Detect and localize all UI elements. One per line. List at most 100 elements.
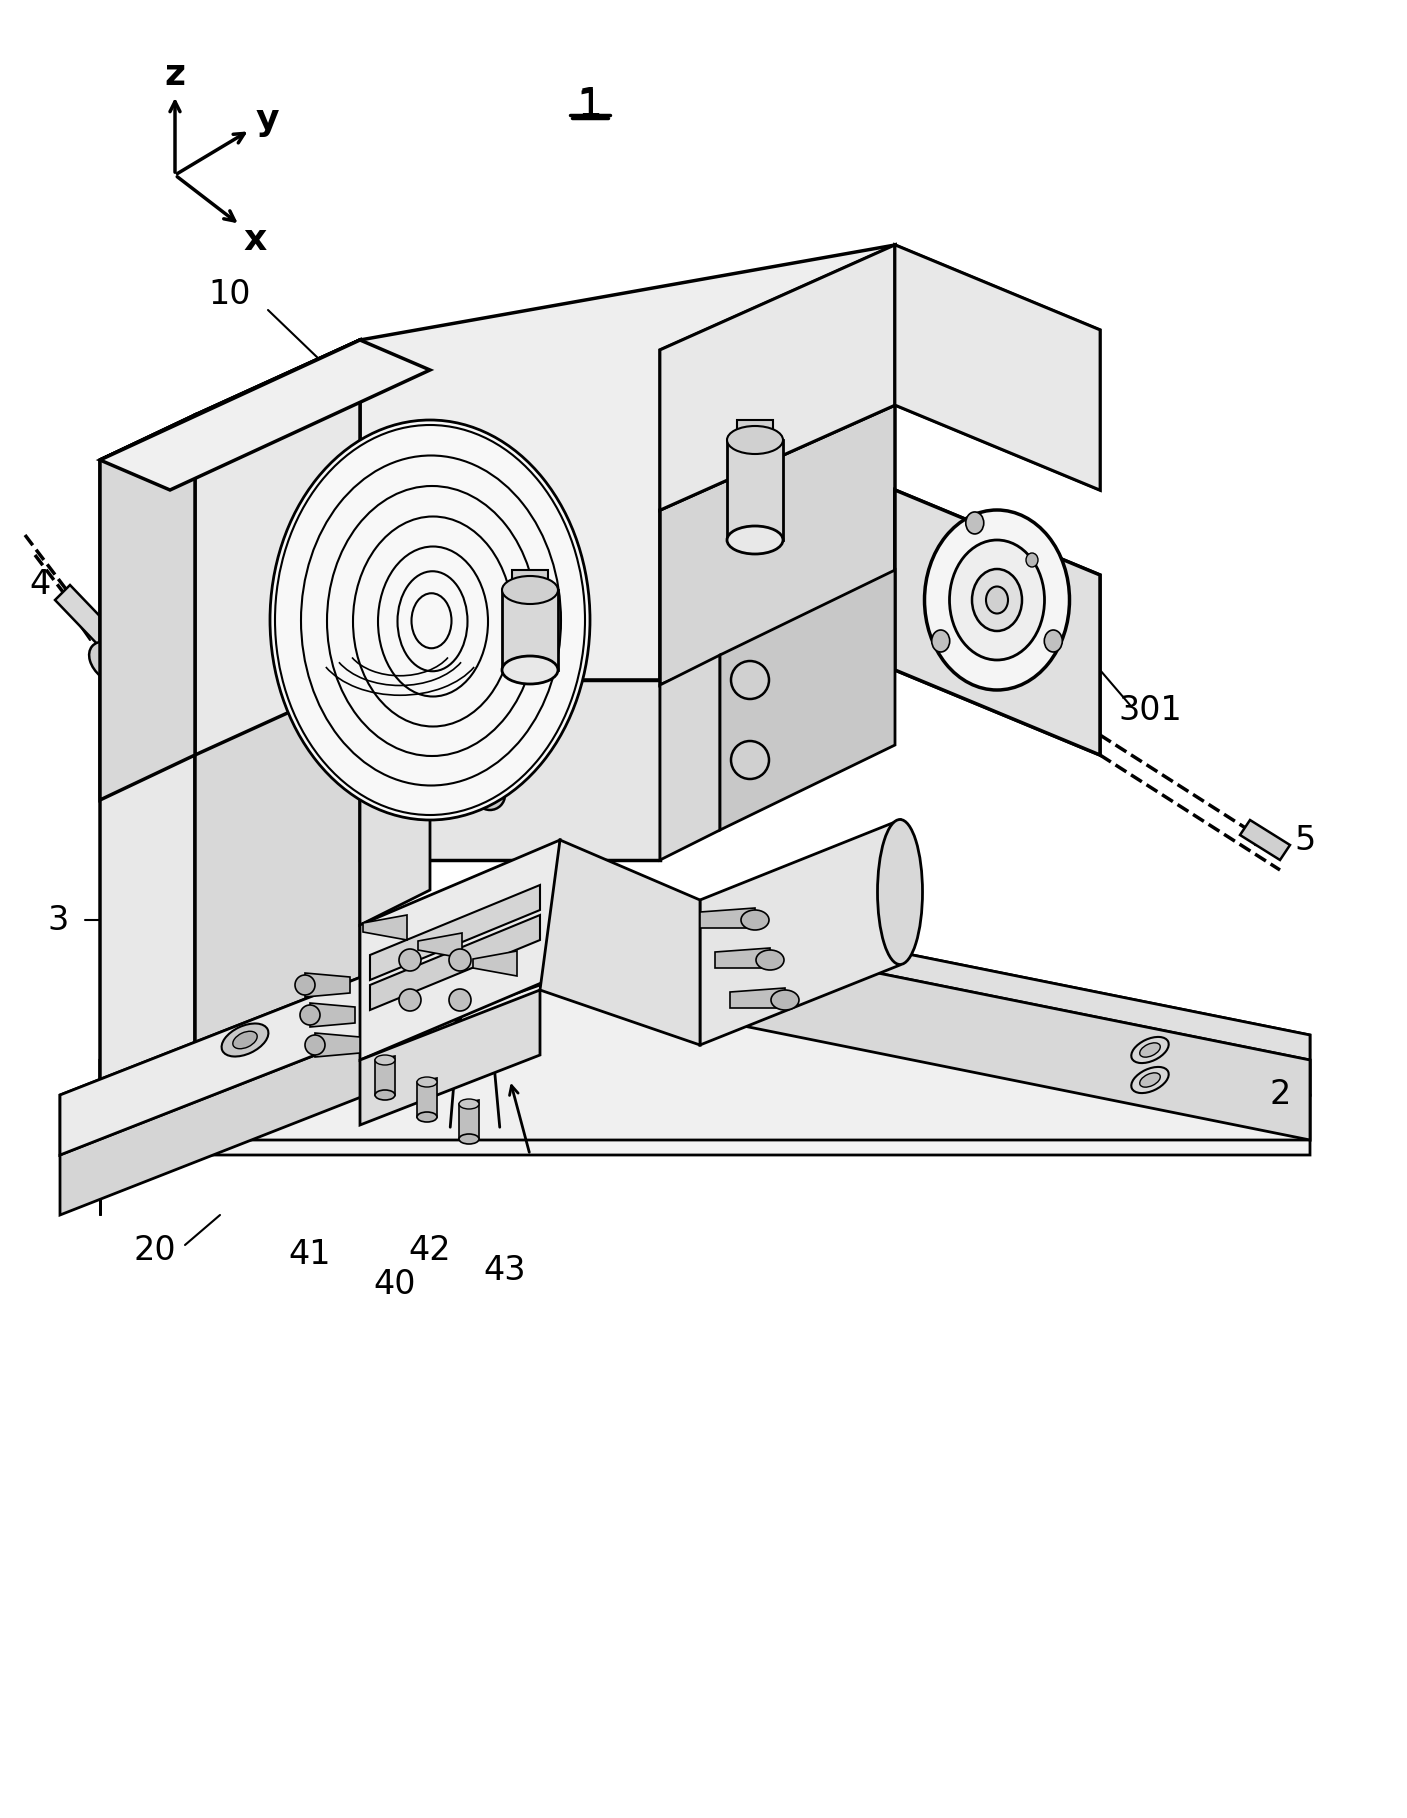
Ellipse shape: [756, 951, 784, 971]
Polygon shape: [100, 905, 1310, 1140]
Polygon shape: [459, 1100, 478, 1140]
Polygon shape: [360, 991, 540, 1125]
Polygon shape: [363, 914, 407, 940]
Polygon shape: [730, 987, 785, 1007]
Polygon shape: [196, 340, 360, 754]
Ellipse shape: [1026, 553, 1038, 567]
Polygon shape: [370, 914, 540, 1011]
Text: 5: 5: [1294, 824, 1316, 856]
Polygon shape: [100, 940, 540, 1154]
Ellipse shape: [771, 991, 799, 1011]
Text: 2: 2: [1269, 1078, 1290, 1111]
Polygon shape: [360, 840, 560, 1060]
Text: 3: 3: [48, 904, 69, 936]
Polygon shape: [540, 840, 701, 1045]
Ellipse shape: [449, 989, 471, 1011]
Text: 30: 30: [134, 1053, 176, 1087]
Ellipse shape: [162, 1096, 198, 1124]
Ellipse shape: [376, 1054, 395, 1065]
Ellipse shape: [221, 1024, 269, 1056]
Polygon shape: [100, 340, 360, 460]
Polygon shape: [660, 245, 895, 511]
Polygon shape: [660, 654, 720, 860]
Polygon shape: [660, 405, 895, 685]
Text: 301: 301: [1119, 693, 1182, 727]
Polygon shape: [310, 1004, 355, 1027]
Polygon shape: [416, 1078, 438, 1116]
Polygon shape: [305, 973, 350, 996]
Ellipse shape: [622, 987, 658, 1013]
Polygon shape: [895, 245, 1100, 491]
Text: 1: 1: [577, 85, 602, 124]
Ellipse shape: [732, 662, 770, 698]
Ellipse shape: [416, 1076, 438, 1087]
Polygon shape: [61, 1011, 431, 1214]
Ellipse shape: [400, 949, 421, 971]
Polygon shape: [1240, 820, 1290, 860]
Polygon shape: [196, 340, 360, 1094]
Polygon shape: [715, 947, 770, 967]
Ellipse shape: [931, 631, 950, 653]
Ellipse shape: [878, 820, 923, 965]
Ellipse shape: [476, 780, 505, 811]
Ellipse shape: [727, 425, 784, 454]
Polygon shape: [370, 885, 540, 980]
Text: 41: 41: [288, 1238, 331, 1271]
Polygon shape: [100, 415, 196, 1140]
Ellipse shape: [449, 949, 471, 971]
Polygon shape: [100, 905, 540, 1140]
Polygon shape: [100, 415, 196, 800]
Polygon shape: [512, 571, 547, 591]
Ellipse shape: [376, 1091, 395, 1100]
Polygon shape: [540, 905, 1310, 1140]
Ellipse shape: [741, 911, 770, 931]
Ellipse shape: [300, 1005, 319, 1025]
Text: y: y: [255, 104, 279, 136]
Polygon shape: [418, 933, 461, 958]
Text: 13: 13: [464, 553, 507, 587]
Ellipse shape: [232, 1031, 257, 1049]
Ellipse shape: [270, 420, 590, 820]
Ellipse shape: [502, 656, 559, 684]
Ellipse shape: [459, 1134, 478, 1144]
Text: 43: 43: [484, 1253, 526, 1287]
Ellipse shape: [1140, 1044, 1161, 1056]
Ellipse shape: [305, 1034, 325, 1054]
Ellipse shape: [502, 576, 559, 604]
Polygon shape: [737, 420, 772, 440]
Polygon shape: [61, 951, 431, 1154]
Ellipse shape: [459, 1100, 478, 1109]
Ellipse shape: [1044, 631, 1062, 653]
Polygon shape: [100, 940, 1310, 1154]
Polygon shape: [100, 340, 431, 491]
Ellipse shape: [870, 953, 891, 967]
Polygon shape: [701, 820, 900, 1045]
Text: 10: 10: [208, 278, 252, 311]
Text: 1: 1: [577, 87, 604, 129]
Polygon shape: [727, 440, 784, 540]
Ellipse shape: [965, 513, 983, 534]
Ellipse shape: [1131, 1036, 1169, 1064]
Polygon shape: [473, 951, 516, 976]
Polygon shape: [895, 245, 1100, 491]
Polygon shape: [895, 491, 1100, 754]
Text: 40: 40: [374, 1269, 416, 1302]
Polygon shape: [540, 880, 1310, 1094]
Polygon shape: [61, 951, 431, 1154]
Ellipse shape: [732, 742, 770, 778]
Ellipse shape: [950, 540, 1044, 660]
Polygon shape: [720, 571, 895, 831]
Polygon shape: [895, 491, 1100, 754]
Ellipse shape: [1131, 1067, 1169, 1093]
Polygon shape: [315, 1033, 360, 1056]
Polygon shape: [701, 907, 756, 927]
Polygon shape: [55, 585, 184, 720]
Ellipse shape: [986, 587, 1007, 613]
Ellipse shape: [89, 642, 135, 684]
Polygon shape: [502, 591, 559, 671]
Text: 20: 20: [134, 1233, 176, 1267]
Ellipse shape: [416, 1113, 438, 1122]
Polygon shape: [376, 1056, 395, 1094]
Ellipse shape: [861, 947, 899, 973]
Polygon shape: [540, 880, 1310, 1094]
